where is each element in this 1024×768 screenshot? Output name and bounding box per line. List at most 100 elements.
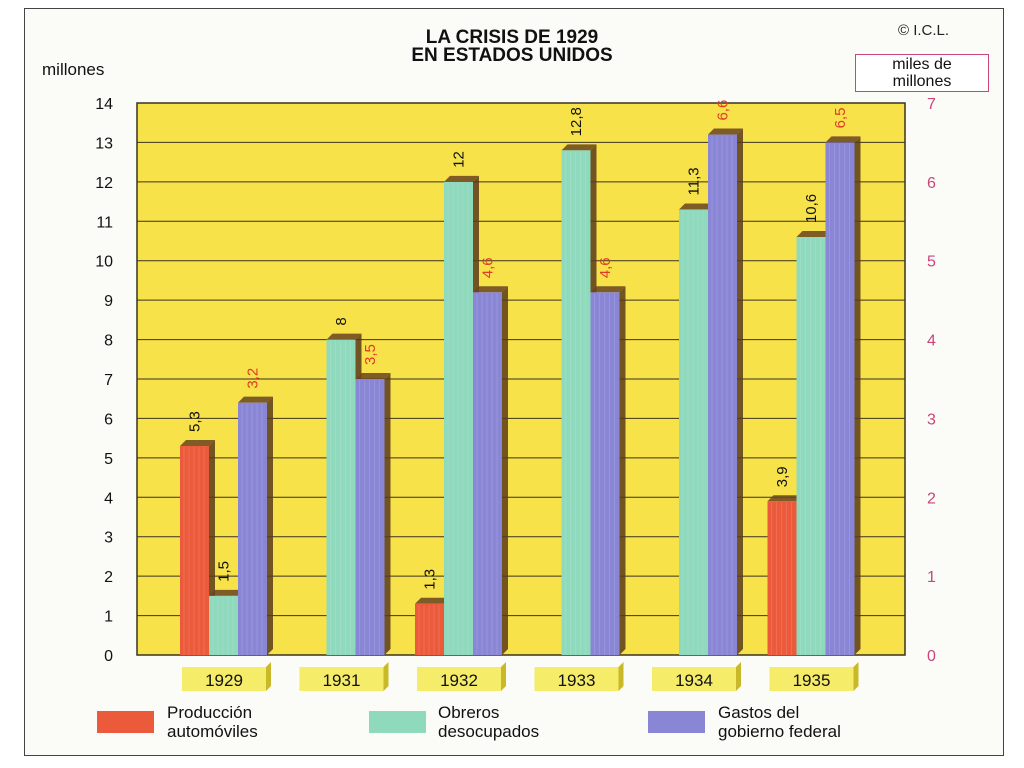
category-label: 1931: [323, 671, 361, 690]
data-label-federal: 3,5: [362, 344, 379, 365]
copyright-notice: © I.C.L.: [898, 22, 950, 39]
category-box-side: [736, 662, 741, 691]
category-box: [652, 667, 736, 691]
bar-federal-side: [384, 373, 391, 655]
legend-label-autos-line1: Producción: [167, 703, 253, 722]
bar-autos-top: [180, 440, 215, 447]
legend-label-autos: Producción automóviles: [167, 703, 258, 741]
chart-title-line2: EN ESTADOS UNIDOS: [411, 45, 613, 66]
left-axis-tick-label: 1: [104, 609, 113, 626]
left-axis-tick-label: 3: [104, 530, 113, 547]
right-axis-tick-label: 4: [927, 333, 936, 350]
bar-unemployed-top: [209, 589, 244, 596]
bar-autos-top: [415, 597, 450, 604]
right-axis-tick-label: 6: [927, 175, 936, 192]
data-label-federal: 4,6: [480, 257, 497, 278]
bar-unemployed: [679, 209, 708, 655]
right-axis-unit-line2: millones: [892, 73, 952, 90]
data-label-unemployed: 12,8: [568, 107, 585, 136]
bar-federal-top: [590, 286, 626, 293]
data-label-unemployed: 12: [451, 151, 468, 168]
bar-federal-top: [708, 128, 743, 135]
left-axis-tick-label: 4: [104, 490, 113, 507]
left-axis-unit: millones: [42, 60, 105, 79]
bar-unemployed-top: [679, 203, 714, 210]
data-label-federal: 6,5: [832, 108, 849, 129]
bar-federal-top: [473, 286, 508, 293]
left-axis-tick-label: 14: [95, 96, 113, 113]
chart-title-line1: LA CRISIS DE 1929: [425, 27, 599, 48]
plot-border: [136, 102, 906, 656]
category-box: [299, 667, 384, 691]
left-axis-tick-label: 12: [95, 175, 113, 192]
left-axis-tick-label: 2: [104, 569, 113, 586]
bar-unemployed: [326, 339, 356, 655]
left-axis-tick-label: 0: [104, 648, 113, 665]
bar-unemployed: [561, 150, 591, 656]
bar-unemployed-top: [444, 175, 479, 182]
left-axis-tick-label: 9: [104, 293, 113, 310]
category-label: 1932: [440, 671, 478, 690]
data-label-unemployed: 1,5: [216, 561, 233, 582]
data-label-federal: 3,2: [245, 368, 262, 389]
bar-federal-side: [502, 286, 508, 655]
bar-federal: [590, 292, 620, 655]
bar-federal-side: [267, 396, 273, 655]
bar-federal: [708, 134, 737, 656]
bar-federal-top: [825, 136, 861, 143]
right-axis-unit-box: miles de millones: [855, 54, 989, 92]
category-label: 1934: [675, 671, 713, 690]
left-axis-tick-label: 8: [104, 333, 113, 350]
category-box: [769, 667, 854, 691]
legend-swatch-unemployed: [369, 711, 426, 733]
data-label-unemployed: 10,6: [803, 194, 820, 223]
data-label-federal: 6,6: [715, 100, 732, 121]
legend-swatch-federal: [648, 711, 705, 733]
bar-autos: [180, 446, 209, 655]
bar-federal: [825, 142, 855, 655]
bar-unemployed-top: [796, 231, 832, 238]
bar-autos: [767, 501, 797, 655]
bar-federal: [473, 292, 502, 655]
legend-label-unemployed-line1: Obreros: [438, 703, 500, 722]
right-axis-tick-label: 0: [927, 648, 936, 665]
bar-unemployed: [796, 237, 826, 656]
category-label: 1935: [793, 671, 831, 690]
bar-autos-top: [767, 495, 803, 502]
right-axis-tick-label: 3: [927, 411, 936, 428]
category-box: [417, 667, 501, 691]
data-label-federal: 4,6: [597, 257, 614, 278]
bar-unemployed: [444, 181, 473, 655]
category-box: [182, 667, 266, 691]
bar-federal-top: [355, 373, 391, 379]
data-label-autos: 5,3: [187, 411, 204, 432]
bar-unemployed-top: [326, 333, 362, 340]
bar-unemployed-top: [561, 144, 597, 151]
left-axis-tick-label: 10: [95, 254, 113, 271]
legend-swatch-autos: [97, 711, 154, 733]
right-axis-tick-label: 1: [927, 569, 936, 586]
bar-federal-side: [854, 136, 861, 655]
category-box: [534, 667, 619, 691]
legend-label-autos-line2: automóviles: [167, 722, 258, 741]
category-label: 1933: [558, 671, 596, 690]
right-axis-unit-line1: miles de: [892, 56, 952, 73]
legend-label-federal-line2: gobierno federal: [718, 722, 841, 741]
category-label: 1929: [205, 671, 243, 690]
data-label-unemployed: 11,3: [686, 167, 703, 195]
right-axis-tick-label: 5: [927, 254, 936, 271]
bar-federal-side: [737, 128, 743, 656]
bar-federal-top: [238, 396, 273, 403]
bar-federal-side: [619, 286, 626, 655]
right-axis-tick-label: 2: [927, 490, 936, 507]
category-box-side: [853, 662, 859, 691]
bar-unemployed: [209, 595, 238, 655]
left-axis-tick-label: 6: [104, 411, 113, 428]
bar-federal: [355, 379, 385, 655]
data-label-autos: 3,9: [774, 466, 791, 487]
legend-label-federal: Gastos del gobierno federal: [718, 703, 841, 741]
left-axis-tick-label: 7: [104, 372, 113, 389]
legend-label-unemployed-line2: desocupados: [438, 722, 540, 741]
left-axis-tick-label: 11: [96, 214, 113, 231]
